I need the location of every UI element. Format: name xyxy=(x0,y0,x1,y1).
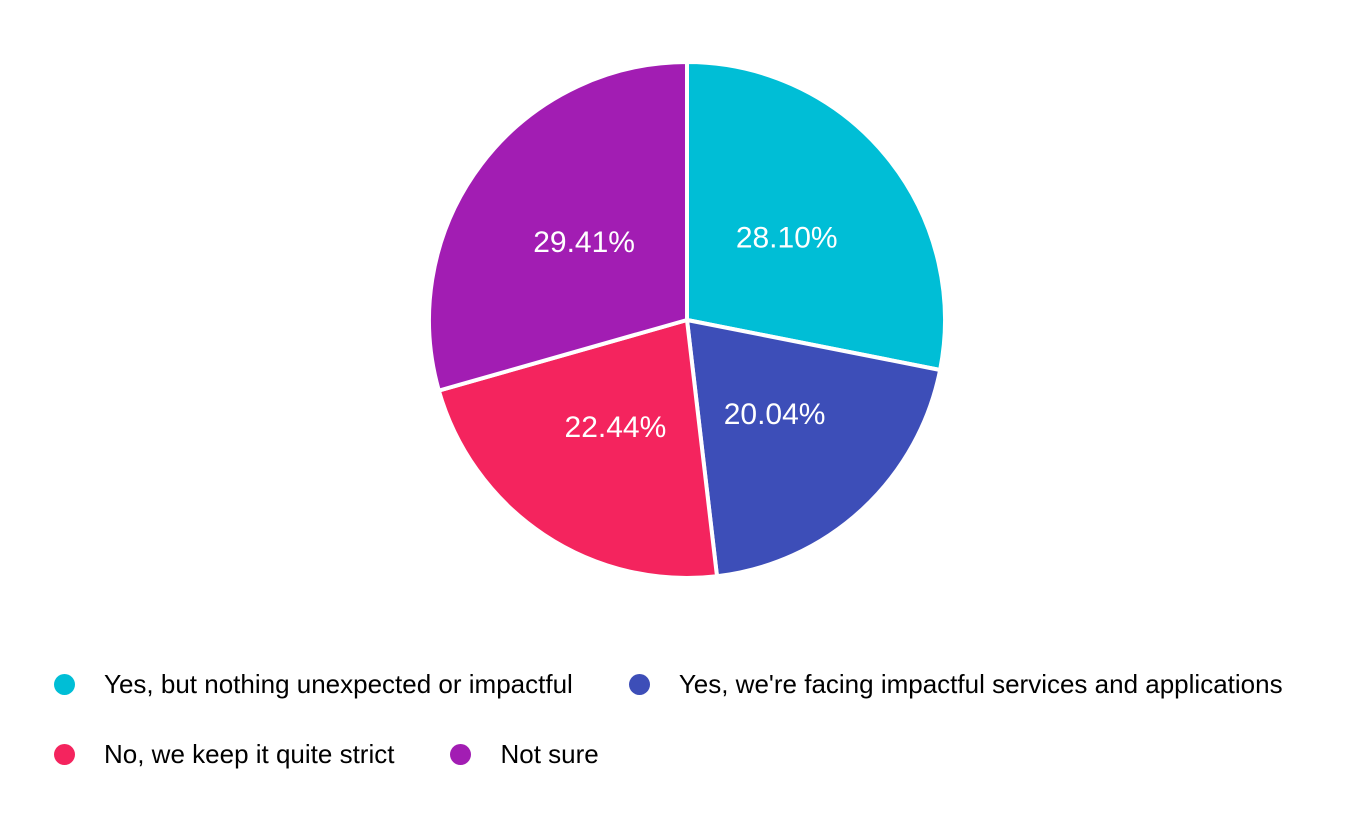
legend-item-label: Yes, but nothing unexpected or impactful xyxy=(104,669,573,699)
legend-item-not-sure[interactable]: Not sure xyxy=(450,739,599,769)
legend-swatch-icon xyxy=(54,743,75,765)
legend-item-yes-nothing-unexpected[interactable]: Yes, but nothing unexpected or impactful xyxy=(54,669,573,699)
pie-slice-3[interactable] xyxy=(436,318,720,580)
pie-slice-2[interactable] xyxy=(685,318,943,579)
legend-swatch-icon xyxy=(54,673,75,695)
legend-item-label: Yes, we're facing impactful services and… xyxy=(678,669,1283,699)
legend-item-label: No, we keep it quite strict xyxy=(104,739,395,769)
legend-item-label: Not sure xyxy=(500,739,599,769)
legend-row-2: No, we keep it quite strict Not sure xyxy=(54,739,1349,769)
legend-row-1: Yes, but nothing unexpected or impactful… xyxy=(54,669,1349,699)
legend-swatch-icon xyxy=(450,743,472,765)
legend-swatch-icon xyxy=(628,673,650,695)
legend-item-no-quite-strict[interactable]: No, we keep it quite strict xyxy=(54,739,394,769)
chart-legend: Yes, but nothing unexpected or impactful… xyxy=(54,669,1349,769)
legend-item-yes-facing-impactful[interactable]: Yes, we're facing impactful services and… xyxy=(628,669,1283,699)
pie-chart: 28.10%20.04%22.44%29.41% xyxy=(427,60,947,580)
pie-slice-1[interactable] xyxy=(685,60,947,372)
pie-slice-4[interactable] xyxy=(427,60,689,393)
